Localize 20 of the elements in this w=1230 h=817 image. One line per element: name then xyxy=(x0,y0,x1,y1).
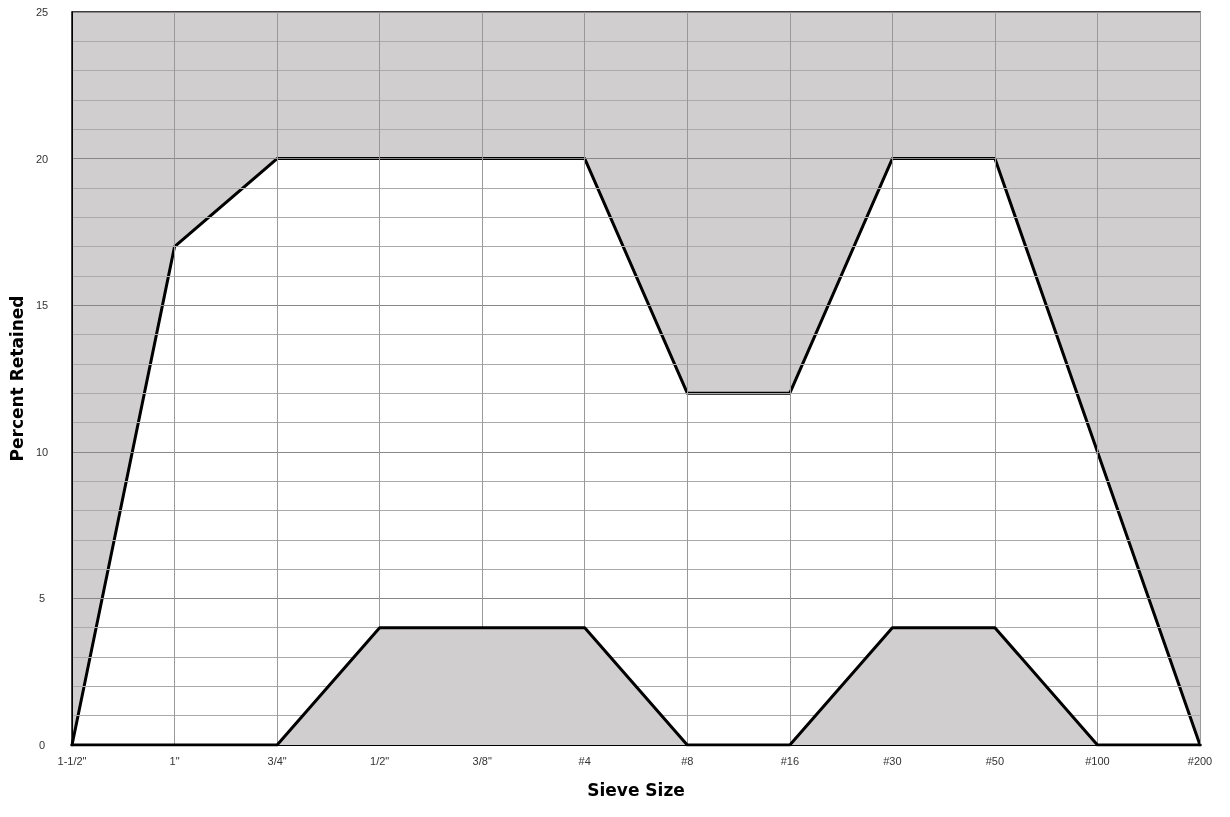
y-tick-label: 15 xyxy=(35,299,49,312)
x-tick-label: 1/2" xyxy=(370,754,390,767)
y-tick-label: 25 xyxy=(35,6,49,18)
y-axis-title: Percent Retained xyxy=(6,295,27,462)
x-tick-label: 1-1/2" xyxy=(57,754,87,767)
x-tick-label: #100 xyxy=(1085,754,1110,767)
y-tick-label: 0 xyxy=(38,739,46,751)
x-tick-label: #50 xyxy=(985,754,1005,767)
y-tick-label: 20 xyxy=(35,152,49,165)
x-tick-label: 3/8" xyxy=(472,754,492,767)
y-tick-label: 5 xyxy=(38,592,46,605)
y-tick-label: 10 xyxy=(35,445,49,458)
x-tick-label: 1" xyxy=(169,754,180,767)
x-tick-label: #16 xyxy=(780,754,799,767)
x-tick-label: #4 xyxy=(578,754,591,767)
x-tick-label: 3/4" xyxy=(267,754,287,767)
x-tick-label: #8 xyxy=(681,754,694,767)
x-tick-label: #200 xyxy=(1187,754,1213,767)
x-axis-title: Sieve Size xyxy=(587,779,685,800)
x-tick-label: #30 xyxy=(883,754,902,767)
